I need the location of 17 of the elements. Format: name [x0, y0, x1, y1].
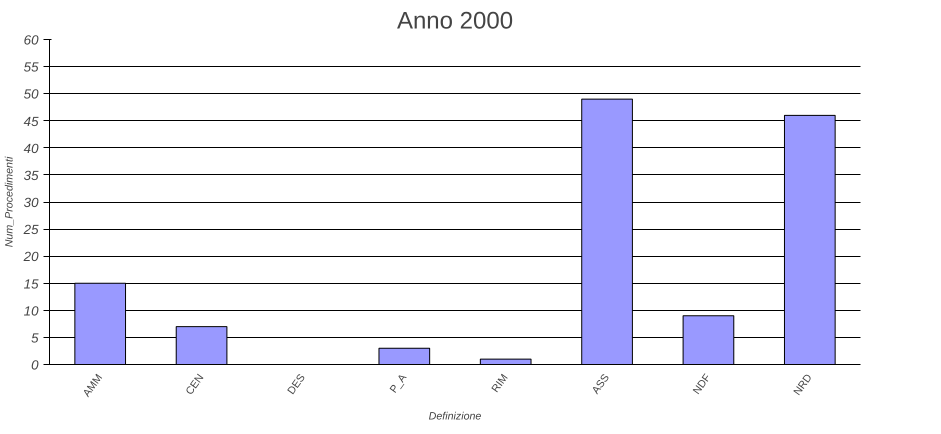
y-axis-title: Num_Procedimenti	[4, 156, 16, 248]
y-tick-label: 0	[31, 358, 40, 372]
y-tick-label: 25	[22, 222, 40, 238]
y-tick-label: 15	[24, 276, 40, 292]
y-tick-label: 20	[22, 249, 40, 264]
y-tick-label: 30	[24, 195, 40, 210]
y-tick-label: 55	[24, 60, 40, 75]
x-axis-title: Definizione	[428, 410, 482, 423]
y-tick-label: 45	[24, 114, 40, 129]
chart-title: Anno 2000	[396, 8, 514, 34]
y-tick-label: 5	[31, 330, 40, 346]
y-tick-label: 60	[24, 32, 40, 48]
y-tick-label: 40	[24, 140, 40, 156]
y-tick-label: 35	[24, 168, 40, 183]
y-tick-label: 50	[24, 86, 40, 102]
y-tick-label: 10	[24, 303, 40, 318]
x-tick-label: P_A	[388, 371, 410, 396]
